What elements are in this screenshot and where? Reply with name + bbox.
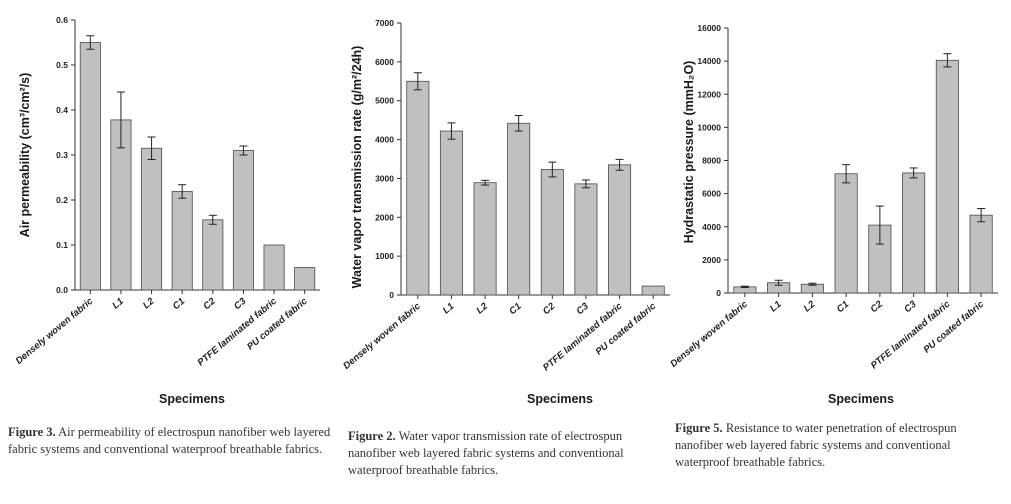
bar — [79, 42, 101, 291]
y-tick-label: 3000 — [375, 173, 394, 183]
bar — [969, 214, 993, 294]
bar — [935, 59, 959, 294]
bar — [574, 183, 598, 296]
x-tick-label: Densely woven fabric — [341, 300, 423, 371]
x-tick-label: C1 — [171, 296, 187, 312]
y-tick-label: 0.0 — [56, 285, 68, 295]
y-tick-label: 2000 — [702, 255, 721, 265]
y-tick-label: 12000 — [697, 89, 721, 99]
y-tick-label: 5000 — [375, 96, 394, 106]
caption-text: Air permeability of electrospun nanofibe… — [8, 425, 331, 456]
x-axis-title: Specimens — [526, 392, 593, 406]
x-tick-label: PU coated fabric — [594, 300, 659, 357]
y-tick-label: 8000 — [702, 156, 721, 166]
x-tick-label: Densely woven fabric — [668, 298, 750, 369]
chart-panel-2: Water vapor transmission rate (g/m²/24h)… — [340, 0, 675, 504]
caption-label: Figure 5. — [675, 421, 723, 435]
y-tick-label: 0.6 — [56, 15, 68, 25]
bar-chart-hydrostatic-pressure: 0 2000 4000 6000 8000 10000 12000 14000 16000 Den… — [668, 23, 998, 371]
x-tick-label: L1 — [768, 299, 784, 315]
x-tick-label: L2 — [141, 295, 157, 311]
bar — [641, 285, 665, 296]
x-tick-label: L1 — [110, 296, 126, 312]
bar — [507, 122, 531, 296]
y-tick-label: 16000 — [697, 23, 721, 33]
bar — [540, 169, 564, 296]
bar — [439, 130, 463, 296]
y-tick-label: 7000 — [375, 18, 394, 28]
bar — [608, 164, 632, 296]
x-tick-label: C1 — [507, 301, 523, 317]
y-tick-label: 10000 — [697, 122, 721, 132]
x-tick-label: L2 — [802, 298, 818, 314]
y-tick-label: 0.1 — [56, 240, 68, 250]
x-tick-label: C3 — [902, 298, 919, 315]
y-tick-label: 0.3 — [56, 150, 68, 160]
y-tick-label: 4000 — [702, 222, 721, 232]
caption-label: Figure 3. — [8, 425, 56, 439]
x-tick-label: L2 — [474, 300, 490, 316]
x-tick-label: C2 — [201, 295, 218, 312]
bar — [294, 267, 316, 291]
figure-caption: Figure 3. Air permeability of electrospu… — [8, 424, 338, 458]
caption-text: Resistance to water penetration of elect… — [675, 421, 957, 469]
y-tick-label: 0.5 — [56, 60, 68, 70]
bar — [902, 172, 926, 294]
x-axis-title: Specimens — [158, 392, 225, 406]
bar — [202, 219, 224, 291]
y-tick-label: 0 — [389, 290, 394, 300]
x-tick-label: L1 — [441, 301, 457, 317]
x-axis-title: Specimens — [827, 392, 894, 406]
caption-label: Figure 2. — [348, 429, 396, 443]
bar — [171, 191, 193, 291]
x-tick-label: C3 — [232, 295, 249, 312]
y-tick-label: 1000 — [375, 251, 394, 261]
bar — [141, 147, 163, 291]
x-tick-label: PU coated fabric — [922, 298, 987, 355]
bar — [263, 244, 285, 291]
bar — [232, 150, 254, 291]
y-tick-label: 0.4 — [56, 105, 68, 115]
bar — [473, 182, 497, 296]
y-tick-label: 6000 — [375, 57, 394, 67]
x-tick-label: C3 — [574, 300, 591, 317]
figure-caption: Figure 2. Water vapor transmission rate … — [348, 428, 673, 479]
y-tick-label: 6000 — [702, 189, 721, 199]
x-tick-label: C2 — [868, 298, 885, 315]
y-tick-label: 0 — [716, 288, 721, 298]
y-tick-label: 0.2 — [56, 195, 68, 205]
bar — [406, 80, 430, 296]
chart-panel-1: Air permeability (cm³/cm²/s) 0.0 0.1 0.2 0.… — [0, 0, 340, 504]
x-tick-label: Densely woven fabric — [14, 295, 96, 366]
x-tick-label: C1 — [835, 299, 851, 315]
figure-caption: Figure 5. Resistance to water penetratio… — [675, 420, 1005, 471]
caption-text: Water vapor transmission rate of electro… — [348, 429, 624, 477]
bar-chart-air-permeability: 0.0 0.1 0.2 0.3 0.4 0.5 0.6 Densely woven fabri… — [14, 15, 320, 368]
y-tick-label: 2000 — [375, 212, 394, 222]
chart-panel-3: Hydrastatic pressure (mmH₂O) 0 2000 4000 60… — [668, 0, 1011, 504]
y-tick-label: 14000 — [697, 56, 721, 66]
bar — [834, 173, 858, 294]
x-tick-label: C2 — [541, 300, 558, 317]
y-tick-label: 4000 — [375, 135, 394, 145]
bar-chart-water-vapor: 0 1000 2000 3000 4000 5000 6000 7000 Densely wov… — [341, 18, 670, 373]
